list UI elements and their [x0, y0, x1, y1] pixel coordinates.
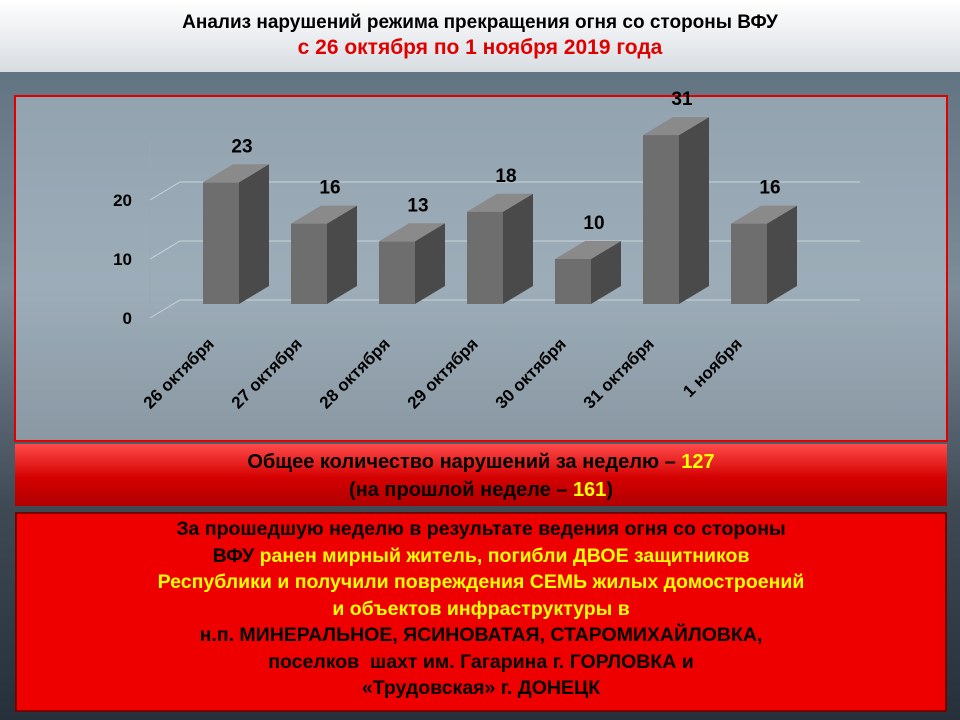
value-label: 16 — [759, 178, 780, 199]
report-text: Республики и получили повреждения СЕМЬ ж… — [157, 571, 805, 593]
grid-line — [149, 240, 860, 260]
report-text: ВФУ — [212, 544, 260, 567]
title: Анализ нарушений режима прекращения огня… — [182, 12, 778, 33]
bar-side — [767, 205, 797, 304]
report-line: За прошедшую неделю в результате ведения… — [17, 516, 945, 543]
y-tick-label: 10 — [113, 250, 132, 269]
bar-top — [379, 223, 445, 242]
bar — [467, 211, 503, 304]
bar-top — [291, 205, 357, 224]
report-text: За прошедшую неделю в результате ведения… — [176, 518, 786, 540]
bar-top — [203, 164, 269, 183]
report-line: и объектов инфраструктуры в — [17, 596, 945, 623]
report-line: ВФУ ранен мирный житель, погибли ДВОЕ за… — [17, 543, 945, 570]
bar-side — [591, 241, 621, 304]
report-text: ранен мирный житель, погибли ДВОЕ защитн… — [259, 544, 750, 567]
grid-line — [149, 299, 860, 319]
report-text: поселков шахт им. Гагарина г. ГОРЛОВКА и — [268, 650, 694, 673]
report-text: н.п. МИНЕРАЛЬНОЕ, ЯСИНОВАТАЯ, СТАРОМИХАЙ… — [199, 624, 763, 646]
report-line: «Трудовская» г. ДОНЕЦК — [17, 675, 945, 702]
value-label: 31 — [671, 89, 693, 110]
summary-line: Общее количество нарушений за неделю – 1… — [15, 448, 947, 476]
header: Анализ нарушений режима прекращения огня… — [0, 0, 960, 72]
value-label: 13 — [407, 195, 428, 216]
summary-text: Общее количество нарушений за неделю – — [247, 451, 682, 473]
report-line: поселков шахт им. Гагарина г. ГОРЛОВКА и — [17, 649, 945, 676]
bar-top — [467, 193, 533, 212]
summary-line: (на прошлой неделе – 161) — [15, 476, 947, 504]
report-text: «Трудовская» г. ДОНЕЦК — [361, 677, 601, 699]
report-text: и объектов инфраструктуры в — [332, 597, 630, 620]
bar-side — [415, 223, 445, 304]
grid-line — [149, 181, 860, 201]
value-label: 16 — [319, 178, 340, 199]
bar-top — [555, 241, 621, 259]
bar-side — [327, 205, 357, 304]
summary-text: (на прошлой неделе – — [349, 479, 573, 501]
bar — [731, 223, 767, 304]
bar-side — [503, 193, 533, 304]
bar-side — [239, 164, 269, 304]
summary-total: 127 — [681, 451, 715, 473]
summary-text: ) — [606, 479, 613, 501]
bar — [291, 223, 327, 304]
bar-top — [731, 205, 797, 224]
report-line: н.п. МИНЕРАЛЬНОЕ, ЯСИНОВАТАЯ, СТАРОМИХАЙ… — [17, 622, 945, 649]
bar-top — [643, 117, 709, 136]
subtitle: с 26 октября по 1 ноября 2019 года — [297, 36, 663, 59]
bar — [643, 135, 679, 304]
bar-side — [679, 117, 709, 304]
summary-previous: 161 — [572, 479, 607, 501]
report-line: Республики и получили повреждения СЕМЬ ж… — [17, 569, 945, 596]
summary: Общее количество нарушений за неделю – 1… — [15, 444, 947, 506]
value-label: 10 — [583, 213, 604, 234]
y-tick-label: 0 — [123, 309, 132, 328]
value-label: 18 — [495, 166, 516, 187]
bar — [555, 259, 591, 304]
y-tick-label: 20 — [113, 191, 132, 210]
bar — [203, 182, 239, 304]
bar — [379, 241, 415, 304]
report: За прошедшую неделю в результате ведения… — [15, 512, 947, 712]
value-label: 23 — [231, 136, 252, 157]
